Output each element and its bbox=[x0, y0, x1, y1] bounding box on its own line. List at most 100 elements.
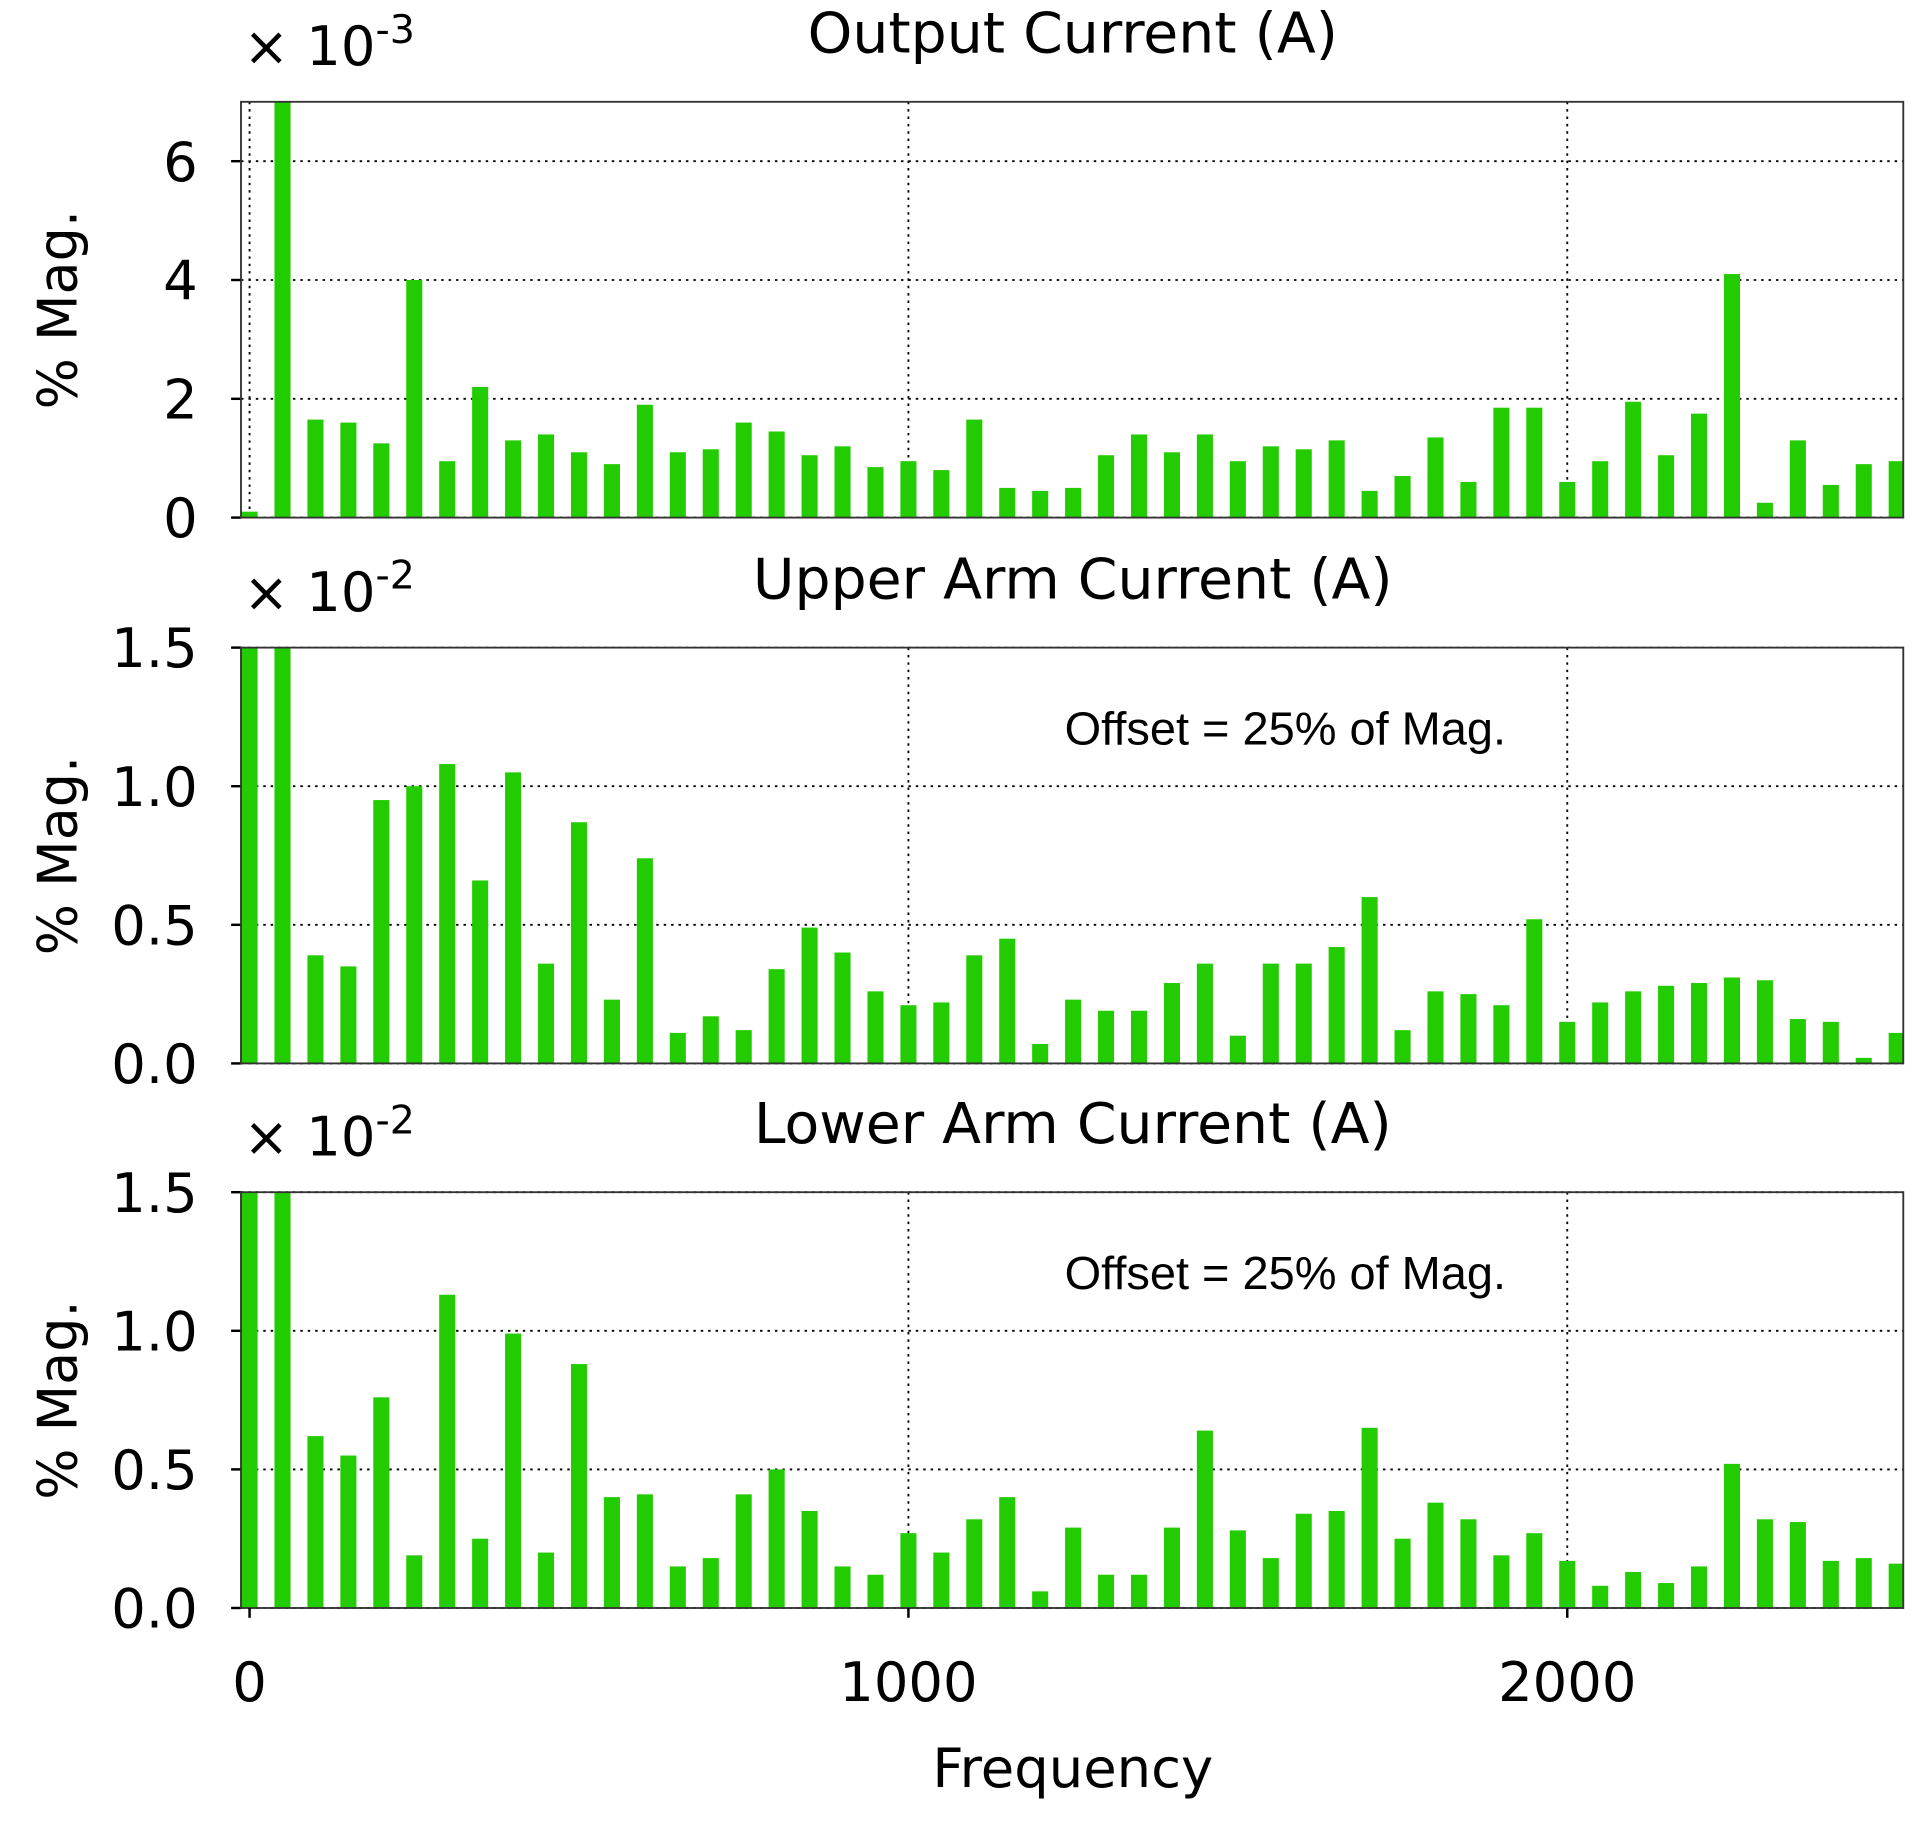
bar bbox=[373, 443, 390, 518]
bar bbox=[735, 1494, 752, 1608]
bar bbox=[307, 955, 324, 1064]
bar bbox=[1789, 440, 1806, 518]
bar bbox=[1130, 434, 1148, 518]
bar bbox=[538, 434, 555, 518]
bar bbox=[1493, 407, 1510, 518]
bar bbox=[570, 452, 588, 518]
annotation: Offset = 25% of Mag. bbox=[1065, 703, 1506, 755]
chart-title: Upper Arm Current (A) bbox=[753, 547, 1393, 613]
bar bbox=[340, 1455, 357, 1608]
scale-label: × 10-2 bbox=[243, 553, 414, 624]
bar bbox=[1460, 481, 1477, 518]
bar bbox=[241, 1192, 258, 1608]
bar bbox=[274, 647, 291, 1064]
y-tick-label: 0.0 bbox=[111, 1578, 197, 1641]
bar bbox=[1822, 484, 1839, 518]
scale-exponent: -2 bbox=[375, 1097, 414, 1143]
bar bbox=[1427, 991, 1444, 1064]
y-tick-label: 4 bbox=[163, 250, 198, 313]
bar bbox=[472, 386, 489, 518]
bar bbox=[472, 1538, 489, 1608]
y-tick-label: 0.0 bbox=[111, 1033, 197, 1096]
bar bbox=[472, 880, 489, 1064]
bar bbox=[1723, 1463, 1741, 1608]
x-tick-label: 2000 bbox=[1498, 1651, 1636, 1714]
bars bbox=[241, 101, 1904, 518]
bar bbox=[1691, 983, 1708, 1064]
bar bbox=[1789, 1522, 1806, 1608]
bar bbox=[1065, 487, 1082, 518]
bar bbox=[801, 927, 818, 1064]
bar bbox=[669, 1566, 686, 1608]
chart-title: Output Current (A) bbox=[808, 1, 1338, 67]
plot-frame bbox=[240, 1191, 1905, 1609]
plot-area bbox=[241, 101, 1904, 518]
bar bbox=[1789, 1019, 1806, 1064]
y-tick-label: 0.5 bbox=[111, 1439, 197, 1502]
scale-base: × 10 bbox=[243, 1106, 375, 1169]
bar bbox=[1888, 1032, 1904, 1064]
bar bbox=[373, 1397, 390, 1608]
bar bbox=[406, 1555, 423, 1608]
bar bbox=[1427, 437, 1444, 518]
bar bbox=[1691, 413, 1708, 518]
bar bbox=[702, 1016, 719, 1064]
bar bbox=[669, 1032, 686, 1064]
bar bbox=[636, 404, 653, 518]
bar bbox=[307, 419, 324, 518]
bar bbox=[867, 991, 884, 1064]
bar bbox=[768, 969, 785, 1064]
bar bbox=[1163, 452, 1180, 518]
plot-frame bbox=[240, 100, 1905, 519]
scale-base: × 10 bbox=[243, 561, 375, 624]
scale-label: × 10-3 bbox=[243, 7, 414, 78]
bar bbox=[1394, 1538, 1411, 1608]
y-tick-label: 2 bbox=[163, 369, 198, 432]
y-tick-label: 1.5 bbox=[111, 617, 197, 680]
bar bbox=[1888, 461, 1904, 518]
bar bbox=[1229, 461, 1246, 518]
bar bbox=[1328, 1510, 1345, 1608]
bar bbox=[1526, 407, 1543, 518]
bar bbox=[834, 446, 851, 518]
bar bbox=[1394, 1030, 1411, 1064]
bar bbox=[1328, 946, 1345, 1064]
bar bbox=[1625, 401, 1642, 518]
y-tick-label: 6 bbox=[163, 131, 198, 194]
bar bbox=[867, 467, 884, 518]
bar bbox=[1130, 1010, 1148, 1064]
bar bbox=[1262, 1558, 1279, 1608]
y-axis-label: % Mag. bbox=[26, 210, 89, 409]
bar bbox=[1262, 446, 1279, 518]
bar bbox=[505, 440, 522, 518]
bar bbox=[1196, 434, 1213, 518]
bar bbox=[735, 422, 752, 518]
bar bbox=[966, 1519, 983, 1608]
bars bbox=[241, 1192, 1904, 1608]
bar bbox=[538, 1552, 555, 1608]
bar bbox=[1625, 1571, 1642, 1608]
bar bbox=[801, 455, 818, 518]
bar bbox=[900, 461, 917, 518]
bar bbox=[1361, 1427, 1378, 1608]
y-axis-label: % Mag. bbox=[26, 1300, 89, 1499]
bar bbox=[439, 764, 456, 1064]
bar bbox=[1822, 1021, 1839, 1064]
bar bbox=[933, 1552, 950, 1608]
y-axis-label: % Mag. bbox=[26, 756, 89, 955]
bar bbox=[603, 464, 620, 518]
y-tick-label: 0 bbox=[163, 487, 198, 550]
bar bbox=[1032, 1044, 1049, 1064]
bar bbox=[406, 786, 423, 1064]
bar bbox=[1229, 1035, 1246, 1064]
bar bbox=[307, 1436, 324, 1608]
bar bbox=[1526, 1533, 1543, 1608]
bar bbox=[1822, 1560, 1839, 1608]
bar bbox=[900, 1005, 917, 1064]
bar bbox=[1658, 985, 1675, 1064]
bar bbox=[1361, 897, 1378, 1064]
bar bbox=[1065, 1527, 1082, 1608]
bar bbox=[669, 452, 686, 518]
bars bbox=[241, 647, 1904, 1064]
